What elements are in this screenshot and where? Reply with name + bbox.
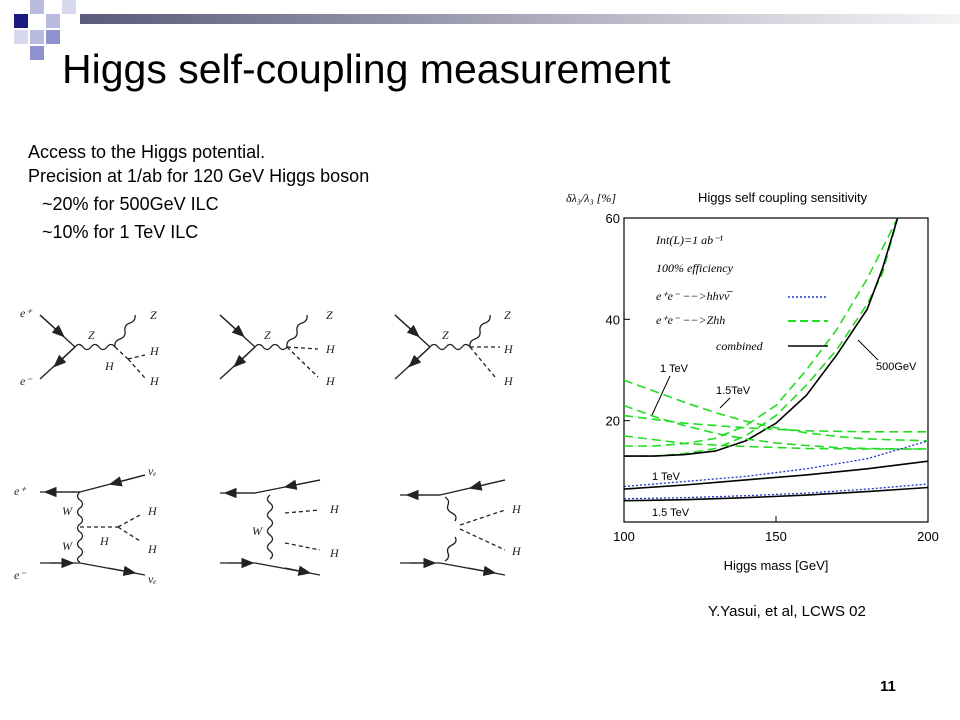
corner-square-3 xyxy=(46,14,60,28)
label-z-out-1: Z xyxy=(150,308,157,322)
label-z-out-3: Z xyxy=(504,308,511,322)
ww-diagram-3 xyxy=(400,479,506,576)
annotation-1tev-zhh: 1 TeV xyxy=(660,363,689,375)
page-number: 11 xyxy=(880,678,896,695)
annotation-15tev-zhh: 1.5TeV xyxy=(716,385,751,397)
corner-square-7 xyxy=(30,46,44,60)
zh-diagram-3 xyxy=(394,314,500,380)
series-line-comb-2 xyxy=(624,217,899,457)
legend-label-combined: combined xyxy=(716,339,764,353)
axis-ticks: 100 150 200 20 40 60 xyxy=(606,211,939,544)
label-h-out-6b: H xyxy=(511,544,522,558)
annotation-arrow-500gev xyxy=(857,339,879,361)
series-line-hhvv-7 xyxy=(623,440,929,488)
bullet-2: Precision at 1/ab for 120 GeV Higgs boso… xyxy=(28,166,370,186)
legend-label-zhh: e⁺e⁻ −−>Zhh xyxy=(656,313,725,327)
label-h-out-4b: H xyxy=(147,542,158,556)
label-z-prop-2: Z xyxy=(264,328,271,342)
corner-square-8 xyxy=(62,0,76,14)
label-eminus-1: e⁻ xyxy=(20,374,33,388)
annotation-arrow-1tev xyxy=(651,375,671,416)
y-tick-label: 40 xyxy=(606,312,620,327)
series-line-comb-10 xyxy=(623,486,929,502)
zh-diagram-2 xyxy=(219,314,319,380)
label-eminus-4: e⁻ xyxy=(14,568,27,582)
title-gradient-bar xyxy=(80,14,960,24)
label-h-out-1a: H xyxy=(149,344,160,358)
series-line-zhh-6 xyxy=(623,435,928,450)
label-h-prop-4: H xyxy=(99,534,110,548)
label-w-4a: W xyxy=(62,504,73,518)
chart-legend: Int(L)=1 ab⁻¹ 100% efficiency e⁺e⁻ −−>hh… xyxy=(655,233,828,353)
label-h-out-5b: H xyxy=(329,546,340,560)
x-tick-label: 150 xyxy=(765,529,787,544)
sensitivity-chart: δλ₃/λ₃ [%] Higgs self coupling sensitivi… xyxy=(566,190,939,573)
legend-title-line-2: 100% efficiency xyxy=(656,261,734,275)
label-h-out-3b: H xyxy=(503,374,514,388)
label-h-out-6a: H xyxy=(511,502,522,516)
bullet-3: ~20% for 500GeV ILC xyxy=(42,194,219,214)
chart-ylabel: δλ₃/λ₃ [%] xyxy=(566,191,616,205)
feynman-diagrams: e⁺ e⁻ Z H Z H H Z Z H H Z Z H H e⁺ e⁻ W … xyxy=(14,306,522,586)
bullet-1: Access to the Higgs potential. xyxy=(28,142,266,162)
bullet-4: ~10% for 1 TeV ILC xyxy=(42,222,199,242)
chart-title: Higgs self coupling sensitivity xyxy=(698,190,868,205)
label-nu-4b: νₑ xyxy=(148,572,156,586)
annotation-500gev: 500GeV xyxy=(876,361,917,373)
slide-title: Higgs self-coupling measurement xyxy=(62,46,671,92)
citation-credit: Y.Yasui, et al, LCWS 02 xyxy=(708,603,866,620)
series-line-zhh-5 xyxy=(623,414,928,433)
label-z-prop-1: Z xyxy=(88,328,95,342)
chart-annotations: 1 TeV 1.5TeV 500GeV 1 TeV 1.5 TeV xyxy=(651,339,917,519)
label-h-out-5a: H xyxy=(329,502,340,516)
corner-square-4 xyxy=(30,30,44,44)
label-h-out-4a: H xyxy=(147,504,158,518)
y-tick-label: 60 xyxy=(606,211,620,226)
label-w-5: W xyxy=(252,524,263,538)
annotation-15tev-hhvv: 1.5 TeV xyxy=(652,507,690,519)
zh-diagram-1 xyxy=(39,314,146,380)
x-tick-label: 100 xyxy=(613,529,635,544)
label-h-out-2a: H xyxy=(325,342,336,356)
label-z-prop-3: Z xyxy=(442,328,449,342)
chart-xlabel: Higgs mass [GeV] xyxy=(724,558,829,573)
annotation-arrow-15tev xyxy=(719,397,731,409)
annotation-1tev-hhvv: 1 TeV xyxy=(652,471,681,483)
label-nu-4a: νₑ xyxy=(148,464,156,478)
label-z-out-2: Z xyxy=(326,308,333,322)
label-h-out-1b: H xyxy=(149,374,160,388)
corner-square-5 xyxy=(14,30,28,44)
legend-label-hhvv: e⁺e⁻ −−>hhνν̅ xyxy=(656,289,733,303)
label-w-4b: W xyxy=(62,539,73,553)
corner-square-6 xyxy=(46,30,60,44)
label-eplus-4: e⁺ xyxy=(14,484,27,498)
label-h-out-2b: H xyxy=(325,374,336,388)
label-h-out-3a: H xyxy=(503,342,514,356)
series-group xyxy=(623,217,929,502)
series-line-comb-8 xyxy=(623,460,929,490)
x-tick-label: 200 xyxy=(917,529,939,544)
ww-diagram-1 xyxy=(40,474,146,576)
label-eplus-1: e⁺ xyxy=(20,306,33,320)
ww-diagram-2 xyxy=(220,479,321,576)
corner-square-2 xyxy=(30,0,44,14)
series-line-zhh-3 xyxy=(623,379,929,442)
y-tick-label: 20 xyxy=(606,414,620,429)
series-line-zhh-1 xyxy=(624,217,899,447)
legend-title-line-1: Int(L)=1 ab⁻¹ xyxy=(655,233,723,247)
corner-square-1 xyxy=(14,14,28,28)
series-line-hhvv-9 xyxy=(623,483,929,500)
label-h-prop-1: H xyxy=(104,359,115,373)
